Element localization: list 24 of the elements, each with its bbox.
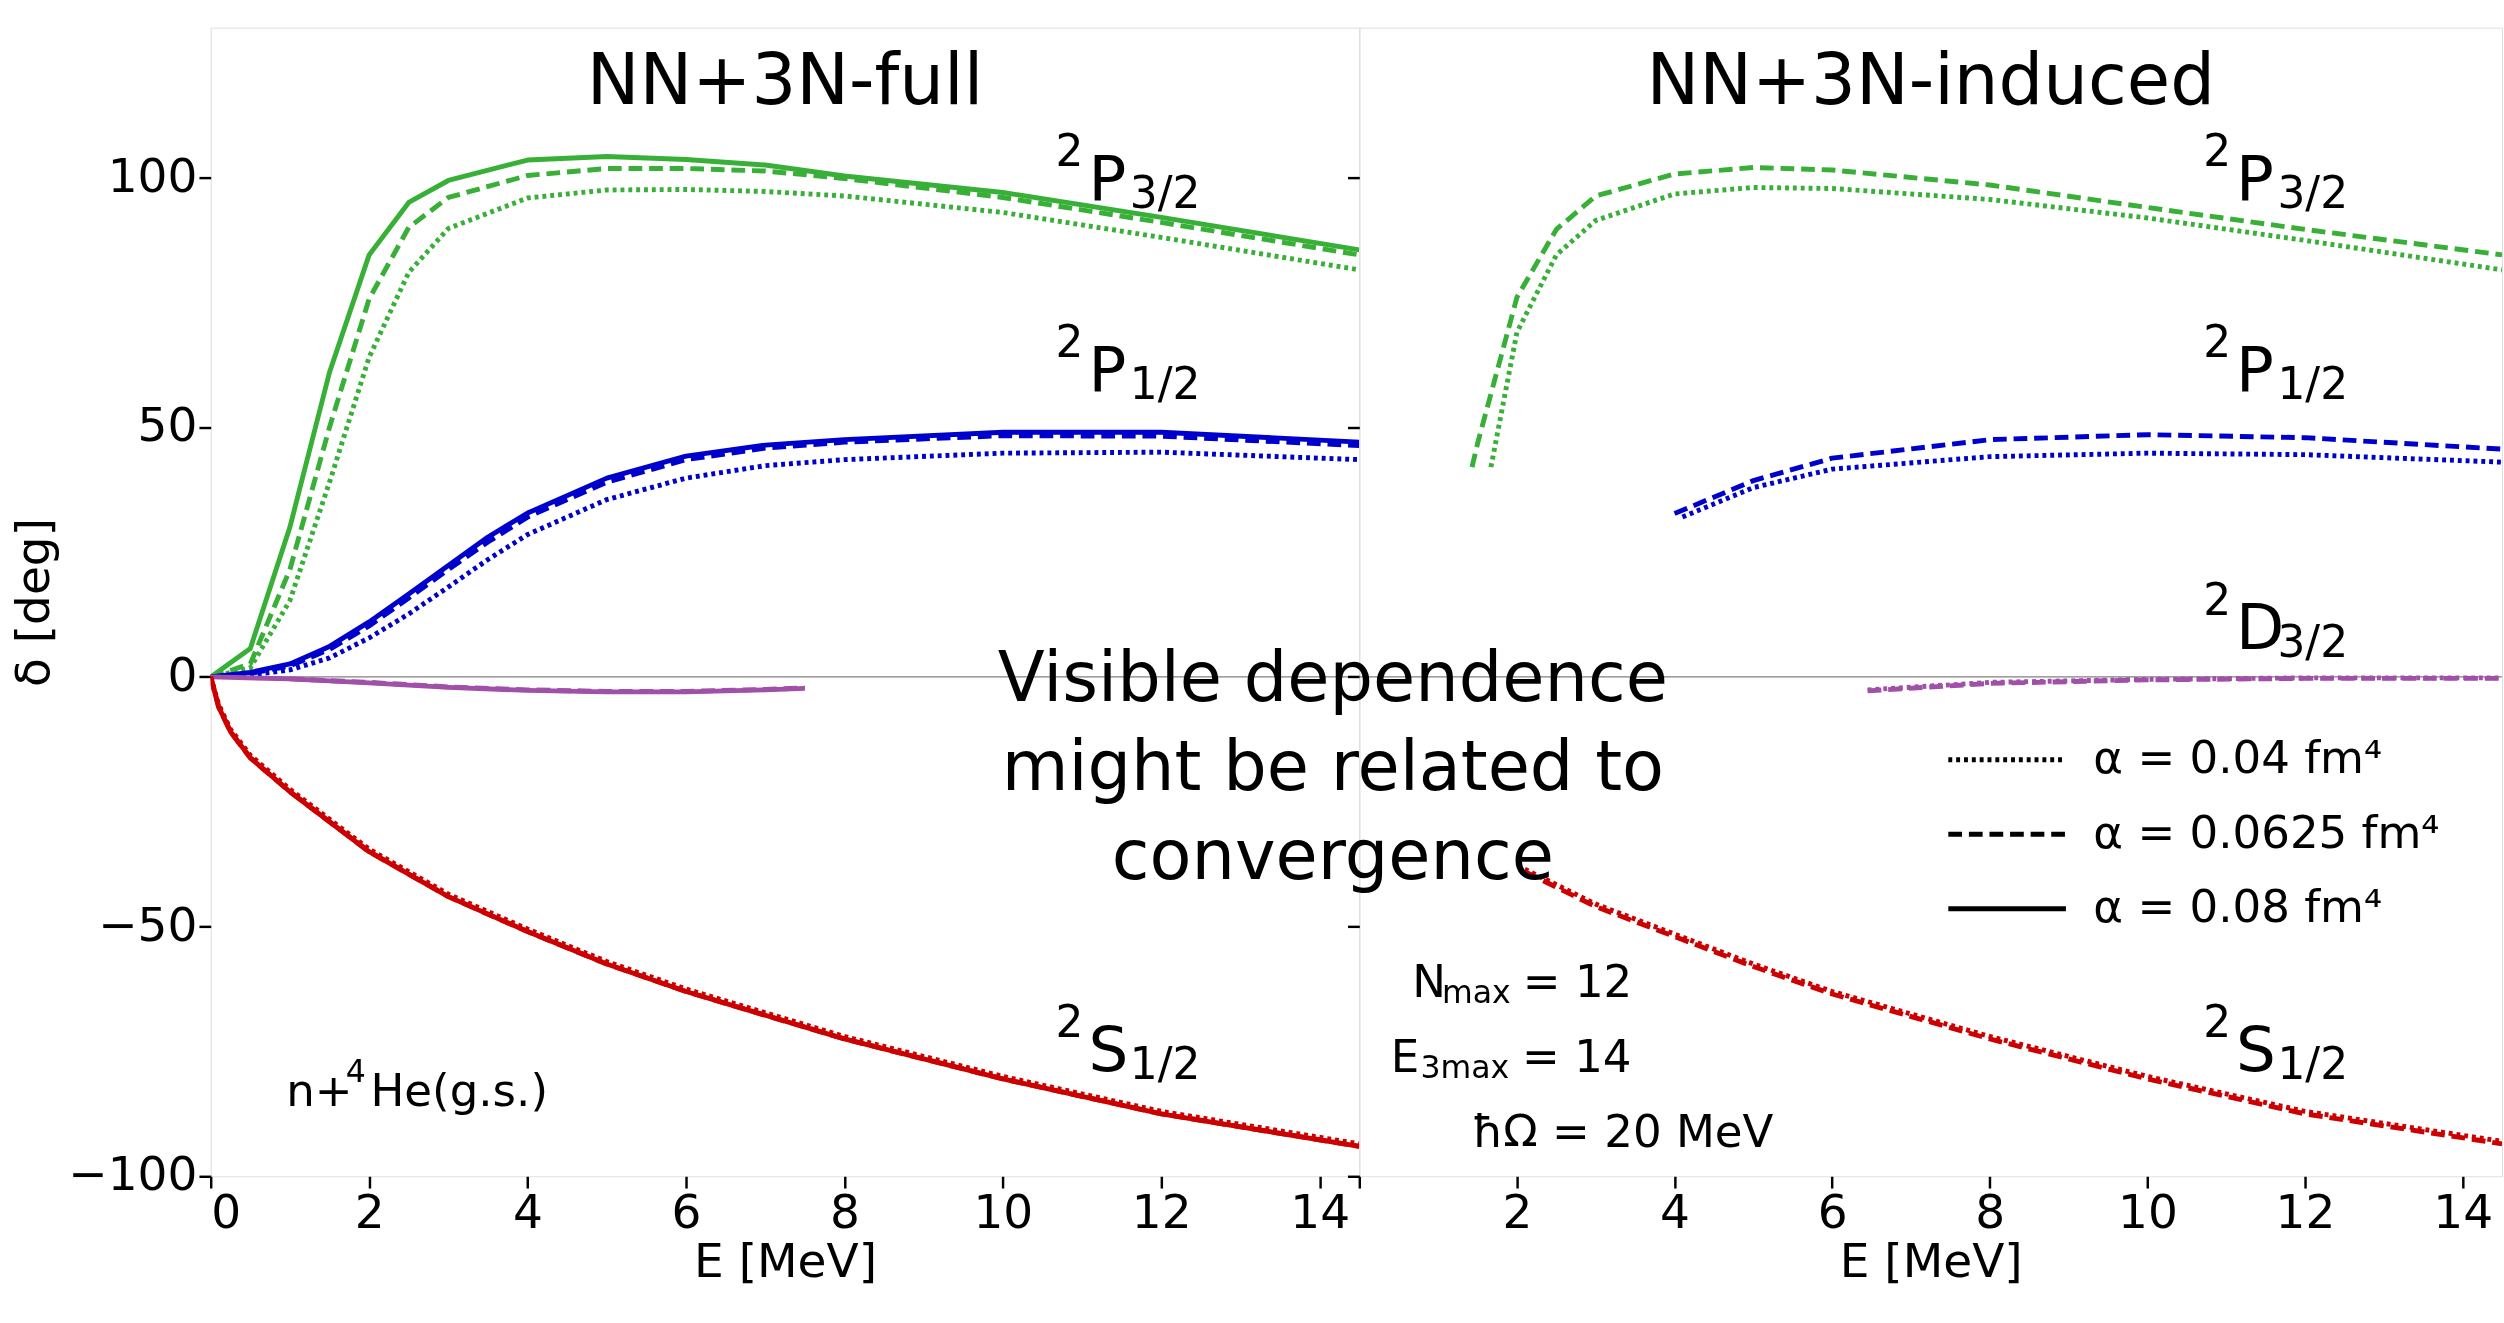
x-tick-label: 14 [1290,1183,1351,1239]
x-tick-label: 12 [1131,1183,1192,1239]
chart-title: NN+3N-induced [1646,39,2215,122]
annotation: Visible dependence might be related to convergence [997,636,1668,896]
x-tick-label: 10 [973,1183,1034,1239]
x-tick-label: 12 [2275,1183,2336,1239]
y-tick-label: 100 [107,147,198,203]
x-tick-label: 4 [513,1183,544,1239]
x-tick-label: 0 [211,1183,242,1239]
y-tick-label: −100 [68,1146,198,1202]
x-tick-label: 4 [1660,1183,1691,1239]
annotation: α = 0.04 fm⁴ [2093,731,2383,785]
y-tick-label: 0 [167,647,198,703]
annotation: α = 0.0625 fm⁴ [2093,805,2440,859]
y-tick-label: 50 [137,397,198,453]
y-axis-title: δ [deg] [4,517,60,688]
y-tick-label: −50 [98,896,198,952]
x-tick-label: 2 [354,1183,385,1239]
x-tick-label: 14 [2433,1183,2494,1239]
x-tick-label: 2 [1502,1183,1533,1239]
annotation: ħΩ = 20 MeV [1472,1104,1774,1158]
annotation: α = 0.08 fm⁴ [2093,880,2383,934]
x-tick-label: 10 [2117,1183,2178,1239]
chart-title: NN+3N-full [586,39,984,122]
